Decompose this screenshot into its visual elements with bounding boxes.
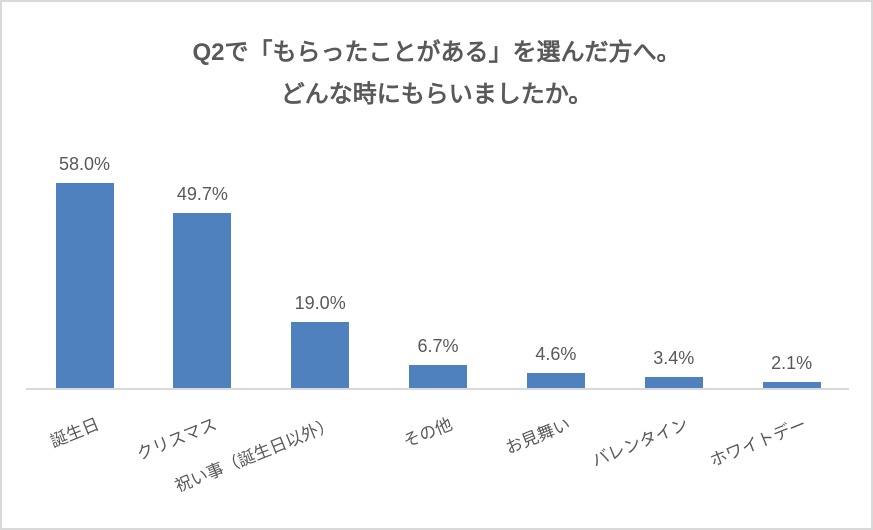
bar-3 xyxy=(291,322,350,389)
data-label-5: 4.6% xyxy=(535,344,577,364)
data-label-3: 19.0% xyxy=(294,293,346,313)
bar-1 xyxy=(55,183,114,389)
chart-title-line-2: どんな時にもらいましたか。 xyxy=(280,81,593,108)
data-label-4: 6.7% xyxy=(417,336,459,356)
data-label-1: 58.0% xyxy=(58,154,111,174)
bar-6 xyxy=(644,377,703,389)
data-label-7: 2.1% xyxy=(771,353,813,373)
data-label-6: 3.4% xyxy=(653,348,695,368)
bar-7 xyxy=(762,382,821,389)
bar-2 xyxy=(173,213,232,389)
x-axis-line xyxy=(26,388,849,390)
chart-title-line-1: Q2で「もらったことがある」を選んだ方へ。 xyxy=(192,39,681,66)
bar-5 xyxy=(526,373,585,389)
data-label-2: 49.7% xyxy=(176,184,228,204)
bar-4 xyxy=(409,365,468,389)
chart-title: Q2で「もらったことがある」を選んだ方へ。 どんな時にもらいましたか。 xyxy=(2,32,871,116)
